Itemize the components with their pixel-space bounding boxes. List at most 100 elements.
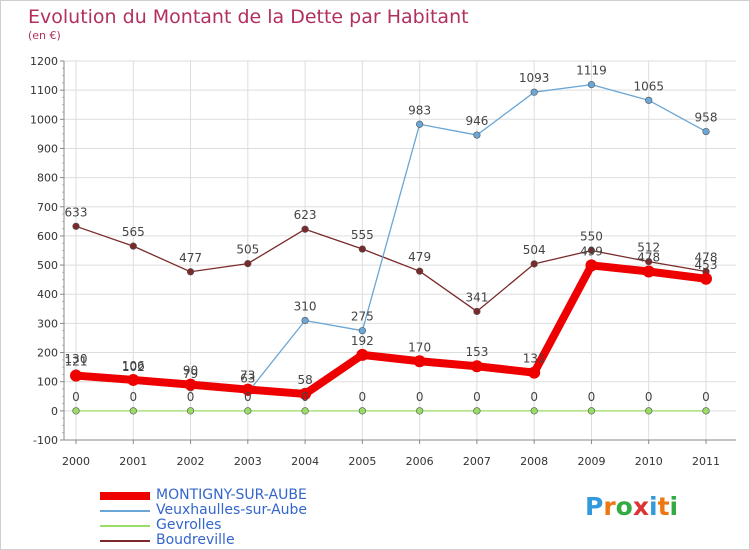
data-point-veuxhaulles-sur-aube bbox=[358, 327, 366, 335]
data-label-boudreville: 623 bbox=[294, 208, 317, 222]
data-label-boudreville: 633 bbox=[65, 205, 88, 219]
data-label-gevrolles: 0 bbox=[530, 390, 538, 404]
data-point-boudreville bbox=[645, 257, 653, 266]
x-tick-label: 2008 bbox=[520, 455, 548, 468]
x-tick-label: 2009 bbox=[577, 455, 605, 468]
x-tick-label: 2011 bbox=[692, 455, 720, 468]
data-label-boudreville: 512 bbox=[637, 241, 660, 255]
y-tick-label: 300 bbox=[37, 317, 58, 330]
y-tick-label: 800 bbox=[37, 172, 58, 185]
data-point-montigny-sur-aube bbox=[356, 348, 369, 361]
data-label-boudreville: 341 bbox=[465, 290, 488, 304]
data-point-boudreville bbox=[244, 260, 252, 268]
x-tick-label: 2002 bbox=[177, 455, 205, 468]
legend-label: Veuxhaulles-sur-Aube bbox=[156, 502, 308, 518]
data-label-gevrolles: 0 bbox=[301, 390, 309, 404]
y-tick-label: 1200 bbox=[30, 55, 58, 68]
y-tick-label: 400 bbox=[37, 288, 58, 301]
y-tick-label: 100 bbox=[37, 376, 58, 389]
data-point-veuxhaulles-sur-aube bbox=[587, 81, 596, 89]
data-label-gevrolles: 0 bbox=[359, 390, 367, 404]
legend-label: Boudreville bbox=[156, 532, 235, 548]
data-label-veuxhaulles-sur-aube: 1119 bbox=[576, 64, 607, 78]
y-tick-label: 600 bbox=[37, 230, 58, 243]
data-point-boudreville bbox=[129, 242, 137, 250]
data-label-boudreville: 565 bbox=[122, 225, 145, 239]
data-label-montigny-sur-aube: 453 bbox=[695, 258, 718, 272]
x-tick-label: 2001 bbox=[119, 455, 147, 468]
data-label-gevrolles: 0 bbox=[588, 390, 596, 404]
y-tick-label: 0 bbox=[51, 405, 58, 418]
y-tick-label: 1000 bbox=[30, 113, 58, 126]
data-label-boudreville: 477 bbox=[179, 251, 202, 265]
data-label-veuxhaulles-sur-aube: 275 bbox=[351, 310, 374, 324]
data-point-montigny-sur-aube bbox=[642, 265, 655, 278]
y-tick-label: -100 bbox=[33, 434, 58, 447]
logo-letter: i bbox=[649, 492, 658, 521]
data-point-gevrolles bbox=[301, 407, 309, 415]
logo-letter: i bbox=[669, 492, 679, 521]
legend-swatch bbox=[100, 525, 150, 527]
data-point-gevrolles bbox=[358, 407, 366, 415]
y-tick-label: 1100 bbox=[30, 84, 58, 97]
data-point-veuxhaulles-sur-aube bbox=[416, 120, 424, 128]
data-label-montigny-sur-aube: 192 bbox=[351, 334, 374, 348]
data-label-veuxhaulles-sur-aube: 1093 bbox=[519, 71, 550, 85]
data-point-gevrolles bbox=[473, 407, 481, 415]
data-point-gevrolles bbox=[186, 407, 195, 415]
data-label-gevrolles: 0 bbox=[473, 390, 481, 404]
data-label-gevrolles: 0 bbox=[416, 390, 424, 404]
data-point-gevrolles bbox=[587, 407, 596, 415]
data-point-montigny-sur-aube bbox=[700, 272, 712, 285]
data-point-boudreville bbox=[530, 260, 538, 268]
data-label-gevrolles: 0 bbox=[244, 390, 252, 404]
logo-letter: x bbox=[632, 492, 649, 521]
data-point-montigny-sur-aube bbox=[184, 378, 197, 391]
data-point-gevrolles bbox=[244, 407, 252, 415]
data-point-gevrolles bbox=[645, 407, 653, 415]
data-label-montigny-sur-aube: 478 bbox=[637, 250, 660, 264]
data-label-veuxhaulles-sur-aube: 958 bbox=[695, 111, 718, 125]
data-point-veuxhaulles-sur-aube bbox=[702, 127, 710, 136]
data-point-veuxhaulles-sur-aube bbox=[301, 316, 309, 325]
data-point-montigny-sur-aube bbox=[299, 387, 312, 400]
data-label-veuxhaulles-sur-aube: 63 bbox=[240, 371, 255, 385]
y-tick-label: 900 bbox=[37, 142, 58, 155]
data-label-veuxhaulles-sur-aube: 946 bbox=[465, 114, 488, 128]
data-point-boudreville bbox=[587, 246, 596, 255]
data-label-veuxhaulles-sur-aube: 102 bbox=[122, 360, 145, 374]
data-point-gevrolles bbox=[702, 407, 710, 415]
data-point-montigny-sur-aube bbox=[413, 355, 426, 368]
y-tick-label: 200 bbox=[37, 347, 58, 360]
data-point-boudreville bbox=[416, 267, 424, 275]
data-point-gevrolles bbox=[530, 407, 538, 415]
x-tick-label: 2010 bbox=[635, 455, 663, 468]
series-line-boudreville bbox=[75, 225, 707, 313]
data-point-boudreville bbox=[358, 245, 366, 253]
data-label-gevrolles: 0 bbox=[187, 390, 195, 404]
data-label-montigny-sur-aube: 73 bbox=[240, 369, 255, 383]
plot-area bbox=[64, 61, 736, 440]
data-point-montigny-sur-aube bbox=[470, 360, 483, 373]
data-point-gevrolles bbox=[129, 407, 137, 415]
x-tick-label: 2007 bbox=[463, 455, 491, 468]
data-label-boudreville: 550 bbox=[580, 230, 603, 244]
legend-swatch bbox=[100, 510, 150, 512]
data-point-gevrolles bbox=[72, 407, 80, 415]
chart-title: Evolution du Montant de la Dette par Hab… bbox=[28, 6, 469, 28]
legend-label: Gevrolles bbox=[156, 517, 222, 533]
x-tick-label: 2005 bbox=[348, 455, 376, 468]
data-label-montigny-sur-aube: 58 bbox=[297, 373, 312, 387]
logo-letter: P bbox=[585, 492, 604, 521]
y-tick-label: 700 bbox=[37, 201, 58, 214]
data-label-montigny-sur-aube: 106 bbox=[122, 359, 145, 373]
logo-letter: o bbox=[615, 492, 633, 521]
legend-label: MONTIGNY-SUR-AUBE bbox=[156, 487, 307, 503]
data-point-montigny-sur-aube bbox=[70, 369, 82, 382]
proxiti-logo: Proxiti bbox=[585, 492, 678, 521]
chart-subtitle: (en €) bbox=[28, 29, 61, 42]
legend-swatch bbox=[100, 540, 150, 542]
data-point-gevrolles bbox=[416, 407, 424, 415]
